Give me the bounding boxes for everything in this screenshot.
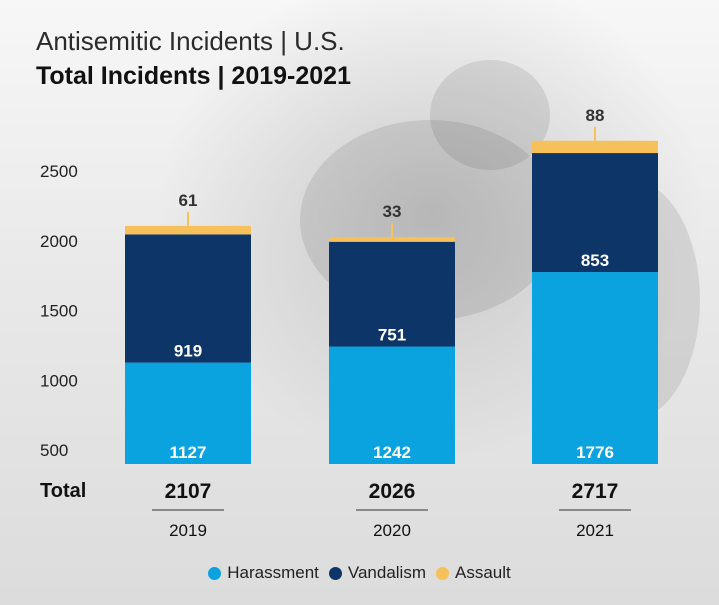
- bar-assault-2020: [329, 237, 455, 242]
- legend-label-assault: Assault: [455, 563, 511, 582]
- data-label-harassment-2020: 1242: [373, 443, 411, 462]
- total-value-2019: 2107: [165, 480, 212, 503]
- bar-harassment-2020: [329, 346, 455, 464]
- y-tick-label-1000: 1000: [40, 371, 78, 390]
- y-tick-label-2500: 2500: [40, 162, 78, 181]
- legend-swatch-assault: [436, 566, 449, 580]
- bar-assault-2021: [532, 140, 658, 154]
- bar-vandalism-2019: [125, 234, 251, 363]
- legend-label-vandalism: Vandalism: [347, 563, 426, 582]
- bar-vandalism-2021: [532, 153, 658, 273]
- legend-item-assault: Assault: [436, 563, 511, 583]
- data-label-assault-2020: 33: [383, 202, 402, 221]
- legend-swatch-vandalism: [328, 566, 342, 580]
- x-tick-label-2020: 2020: [373, 521, 411, 540]
- total-row-label: Total: [40, 480, 86, 502]
- y-tick-label-500: 500: [40, 441, 68, 460]
- legend: Harassment Vandalism Assault: [0, 563, 719, 583]
- legend-label-harassment: Harassment: [227, 563, 319, 582]
- chart-title: Antisemitic Incidents | U.S.: [36, 26, 345, 56]
- total-value-2021: 2717: [572, 480, 619, 503]
- data-label-assault-2019: 61: [179, 191, 198, 210]
- legend-item-harassment: Harassment: [208, 563, 319, 583]
- data-label-assault-2021: 88: [586, 106, 605, 125]
- chart-subtitle: Total Incidents | 2019-2021: [36, 62, 351, 90]
- x-tick-label-2021: 2021: [576, 521, 614, 540]
- bar-harassment-2019: [125, 362, 251, 464]
- data-label-harassment-2021: 1776: [576, 443, 614, 462]
- legend-swatch-harassment: [208, 566, 222, 580]
- bar-harassment-2021: [532, 272, 658, 464]
- y-tick-label-1500: 1500: [40, 302, 78, 321]
- data-label-vandalism-2021: 853: [581, 251, 609, 270]
- legend-item-vandalism: Vandalism: [328, 563, 426, 583]
- total-value-2020: 2026: [369, 480, 416, 503]
- data-label-harassment-2019: 1127: [170, 443, 207, 462]
- bar-assault-2019: [125, 225, 251, 235]
- data-label-vandalism-2019: 919: [174, 342, 202, 361]
- data-label-vandalism-2020: 751: [378, 326, 406, 345]
- x-tick-label-2019: 2019: [169, 521, 207, 540]
- bar-vandalism-2020: [329, 241, 455, 347]
- y-tick-label-2000: 2000: [40, 232, 78, 251]
